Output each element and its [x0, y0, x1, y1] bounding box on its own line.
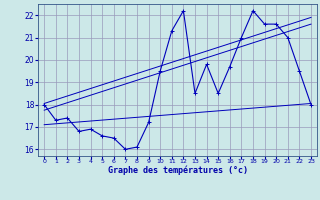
- X-axis label: Graphe des températures (°c): Graphe des températures (°c): [108, 166, 248, 175]
